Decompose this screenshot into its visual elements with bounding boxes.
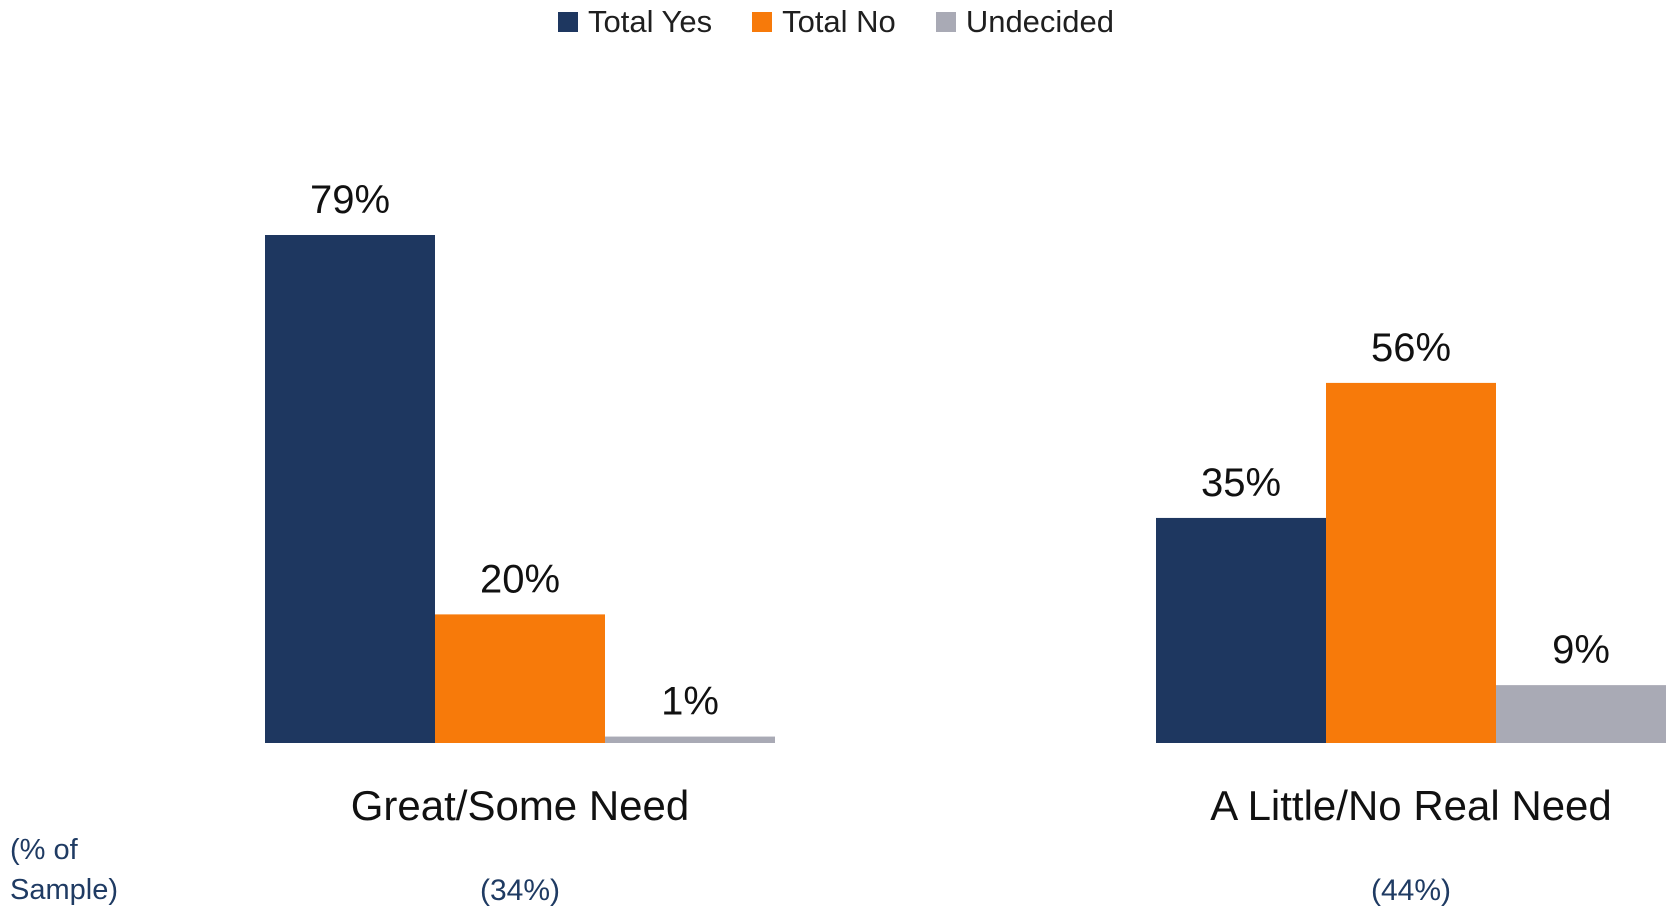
bar-a-little-no-real-need-total-yes (1156, 517, 1326, 743)
data-label-great-some-need-total-yes: 79% (310, 178, 390, 222)
data-label-great-some-need-total-no: 20% (480, 557, 560, 601)
bar-great-some-need-total-no (435, 614, 605, 743)
category-share-a-little-no-real-need: (44%) (1371, 874, 1451, 907)
category-share-great-some-need: (34%) (480, 874, 560, 907)
legend-swatch-total-no (752, 12, 773, 32)
data-label-a-little-no-real-need-undecided: 9% (1552, 628, 1610, 672)
data-label-great-some-need-undecided: 1% (661, 680, 719, 724)
legend-item-undecided: Undecided (935, 4, 1115, 40)
legend-label-total-yes: Total Yes (587, 4, 713, 39)
data-label-a-little-no-real-need-total-yes: 35% (1201, 461, 1281, 505)
legend-label-total-no: Total No (782, 4, 896, 39)
category-label-great-some-need: Great/Some Need (351, 782, 690, 829)
category-label-a-little-no-real-need: A Little/No Real Need (1210, 782, 1612, 829)
bar-a-little-no-real-need-undecided (1496, 685, 1666, 743)
data-label-a-little-no-real-need-total-no: 56% (1371, 326, 1451, 370)
legend: Total Yes Total No Undecided (0, 4, 1672, 40)
bar-great-some-need-total-yes (265, 235, 435, 743)
bar-great-some-need-undecided (605, 736, 775, 743)
bar-a-little-no-real-need-total-no (1326, 382, 1496, 743)
sample-note: (% of Sample) (10, 834, 118, 906)
legend-item-total-yes: Total Yes (557, 4, 713, 40)
legend-label-undecided: Undecided (965, 4, 1115, 39)
legend-swatch-total-yes (557, 12, 578, 32)
legend-item-total-no: Total No (752, 4, 896, 40)
legend-swatch-undecided (935, 12, 956, 32)
